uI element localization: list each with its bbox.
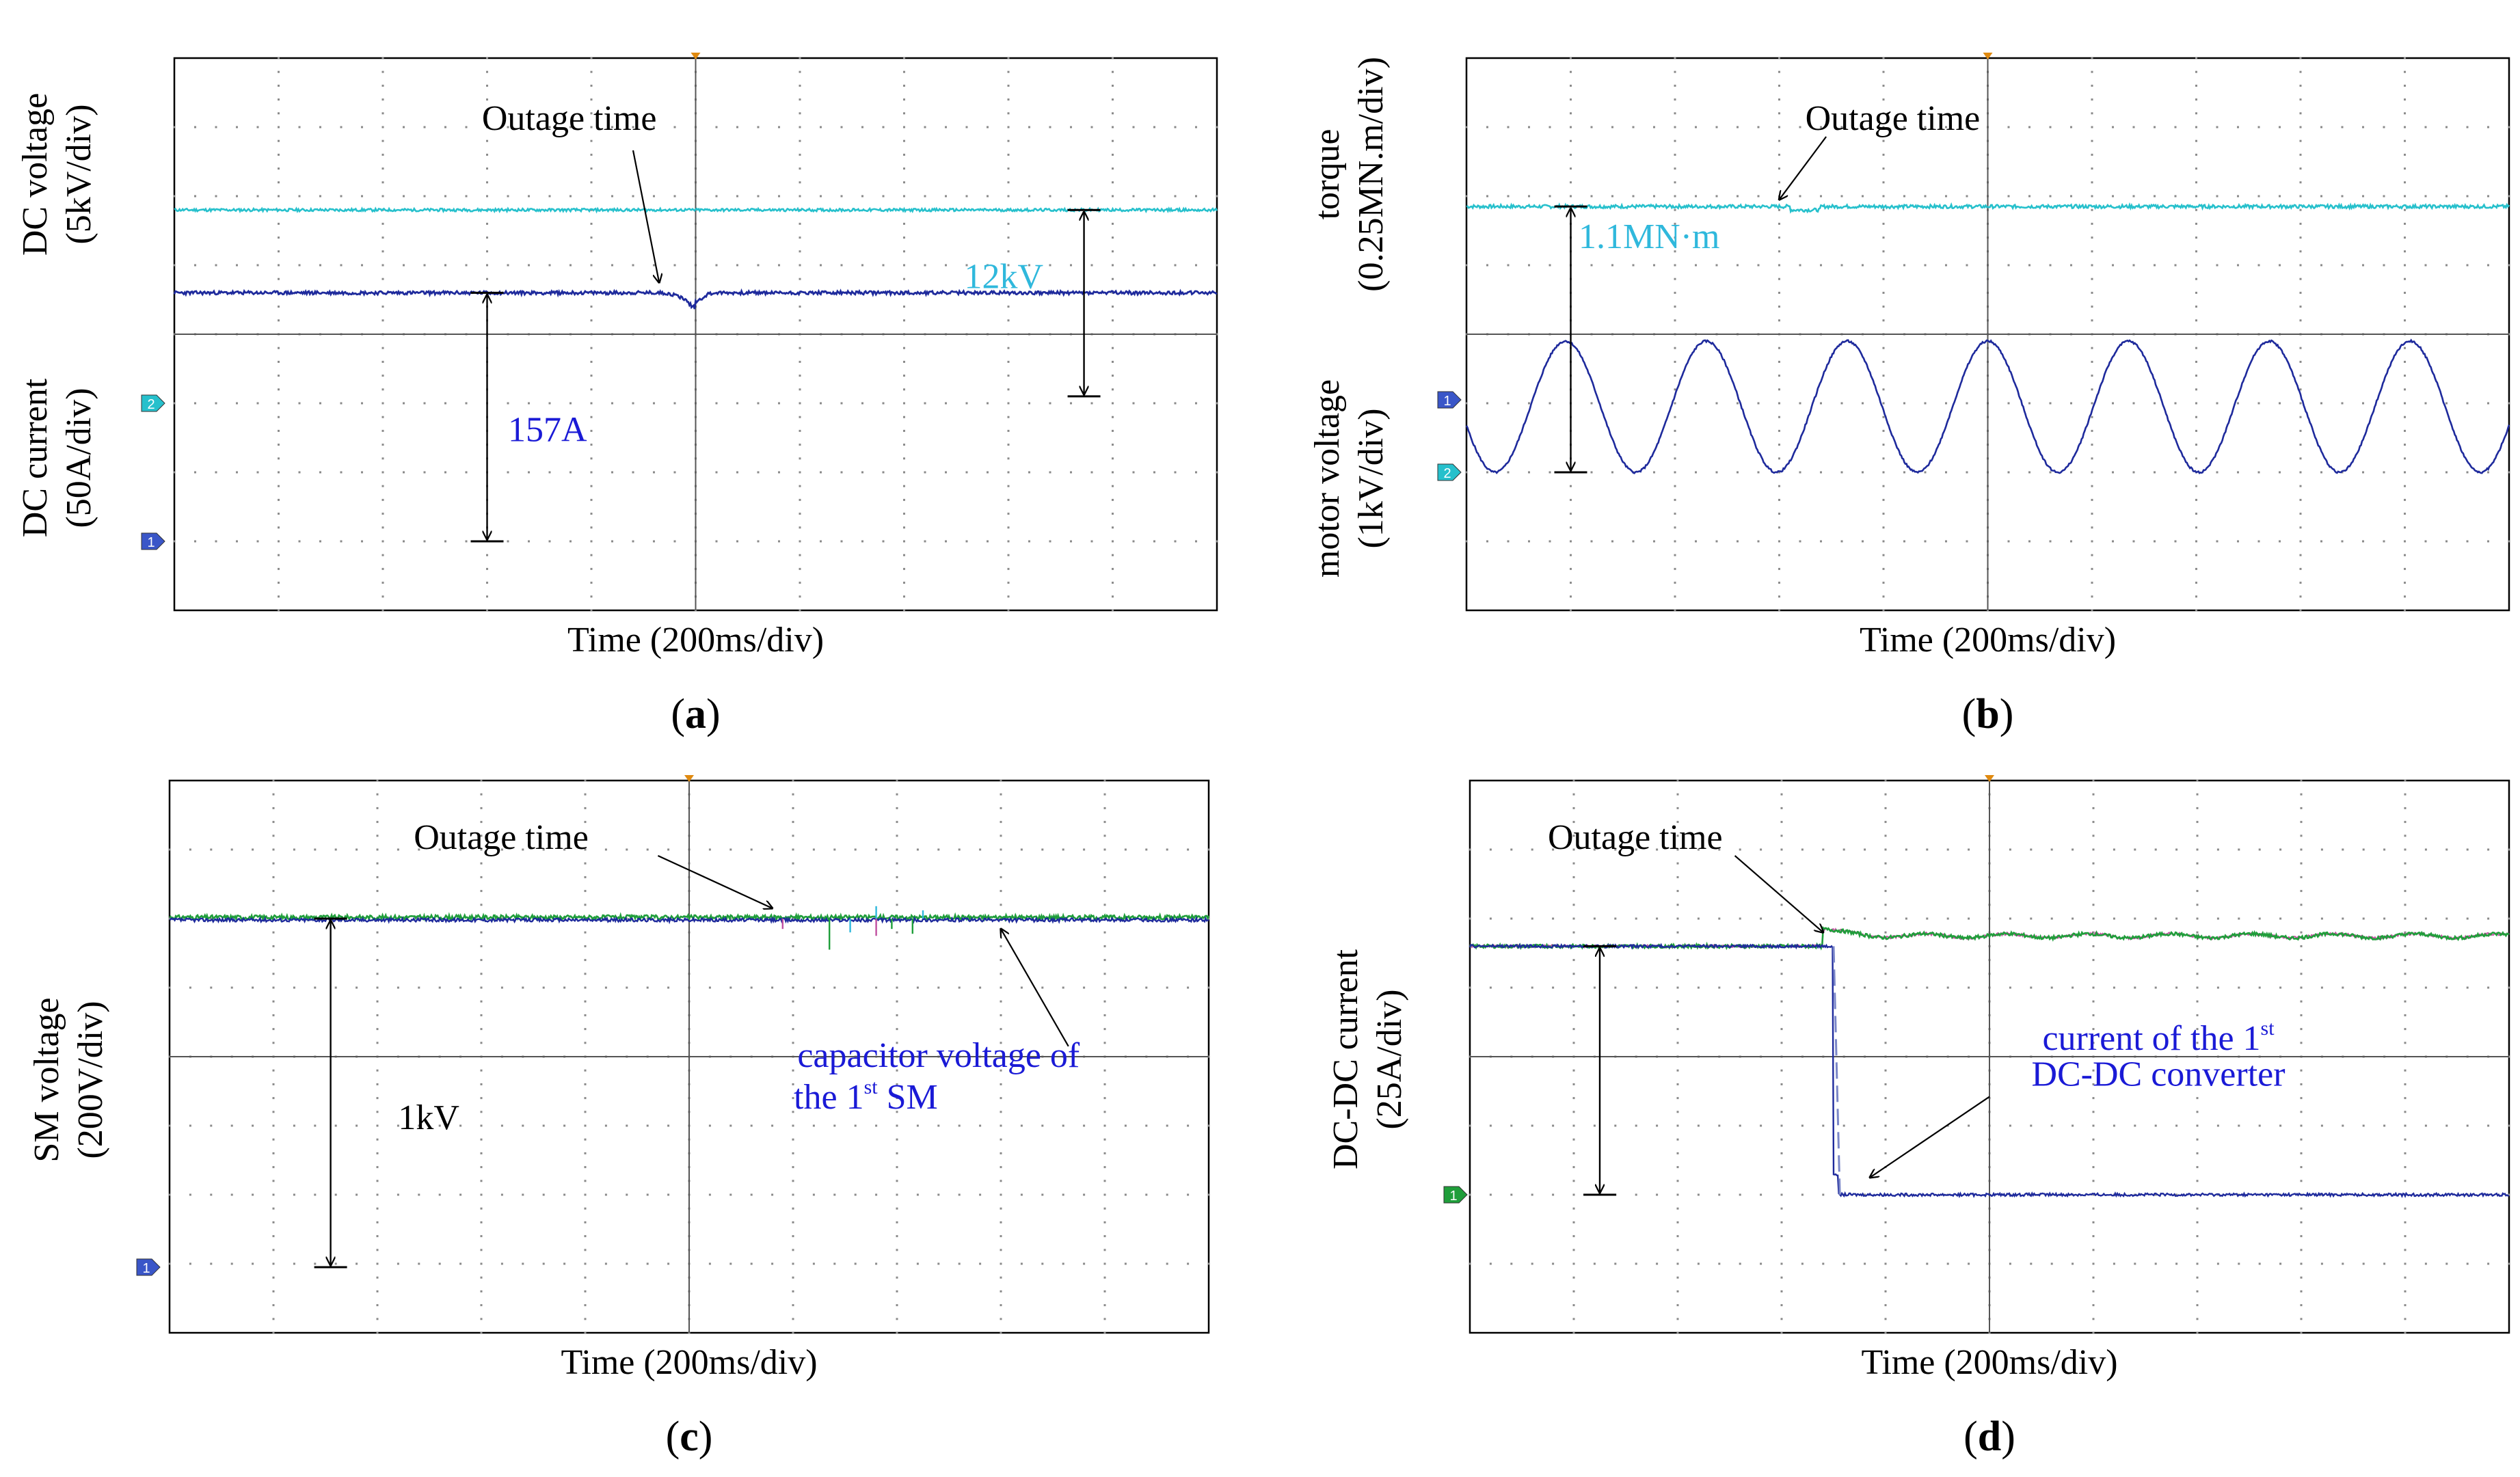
label-157A: 157A [508,411,587,450]
channel-2-marker-label: 2 [147,397,155,412]
capacitor-voltage-arrow [1001,929,1069,1046]
channel-2-marker-label: 2 [1443,466,1451,481]
outage-time-arrow [658,856,772,908]
panel-b: Time (200ms/div) (b) torque (0.25MN.m/div) m… [1308,53,2510,737]
channel-1-marker-label: 1 [1449,1189,1457,1204]
outage-time-label: Outage time [1806,99,1981,138]
y-axis-label: DC-DC current (25A/div) [1326,949,1409,1169]
y-axis-label-top: torque (0.25MN.m/div) [1308,57,1391,292]
y-axis-label: SM voltage (200V/div) [27,997,110,1162]
y-axis-label-bottom-line: (50A/div) [59,388,98,528]
channel-1-marker-label: 1 [142,1261,150,1276]
y-axis-label-top-line: torque [1308,129,1347,220]
label-1.1MNm: 1.1MN·m [1579,217,1720,256]
panel-label: (b) [1962,691,2014,737]
oscilloscope-figure: Time (200ms/div)(a)DC voltage (5kV/div)DC… [0,0,2520,1477]
y-axis-label-bottom-line: (1kV/div) [1352,408,1391,548]
y-axis-label-top-line: (0.25MN.m/div) [1352,57,1391,292]
outage-time-label: Outage time [1548,818,1723,857]
y-axis-label-line: DC-DC current [1326,949,1365,1169]
y-axis-label-bottom: DC current (50A/div) [16,378,98,537]
y-axis-label-line: SM voltage [27,997,66,1162]
label-capacitor-voltage-line1: capacitor voltage of [797,1036,1080,1075]
panel-d: Time (200ms/div) (d) DC-DC current (25A/div… [1326,775,2510,1460]
panel-label: (a) [671,691,720,737]
drop-segment [1834,946,1840,1195]
panel-a: Time (200ms/div)(a)DC voltage (5kV/div)DC… [16,53,1218,737]
y-axis-label-top-line: DC voltage [16,93,55,256]
label-capacitor-voltage-line2: the 1st SM [794,1076,938,1117]
panel-label: (c) [666,1413,713,1460]
x-axis-label: Time (200ms/div) [1861,1343,2117,1382]
x-axis-label: Time (200ms/div) [561,1343,817,1382]
outage-time-label: Outage time [482,99,657,138]
y-axis-label-bottom-line: motor voltage [1308,379,1347,578]
y-axis-label-top: DC voltage (5kV/div) [16,93,98,256]
y-axis-label-bottom-line: DC current [16,378,55,537]
y-axis-label-line: (200V/div) [71,1001,110,1158]
outage-time-arrow [1735,856,1823,932]
x-axis-label: Time (200ms/div) [1860,621,2116,660]
label-12kV: 12kV [964,257,1043,296]
y-axis-label-bottom: motor voltage (1kV/div) [1308,379,1391,578]
label-dcdc-line2: DC-DC converter [2031,1055,2285,1094]
dcdc-current-arrow [1870,1097,1989,1178]
outage-time-label: Outage time [414,818,589,857]
panel-c: Time (200ms/div) (c) SM voltage (200V/div) 1… [27,775,1210,1460]
channel-1-marker-label: 1 [147,535,155,550]
outage-time-arrow [1780,137,1827,200]
x-axis-label: Time (200ms/div) [567,621,824,660]
channel-1-marker-label: 1 [1443,394,1451,409]
y-axis-label-top-line: (5kV/div) [59,104,98,244]
label-dcdc-line1: current of the 1st [2042,1017,2275,1058]
y-axis-label-line: (25A/div) [1370,989,1409,1129]
outage-time-arrow [633,150,659,282]
label-1kV: 1kV [398,1098,459,1137]
panel-label: (d) [1963,1413,2015,1460]
